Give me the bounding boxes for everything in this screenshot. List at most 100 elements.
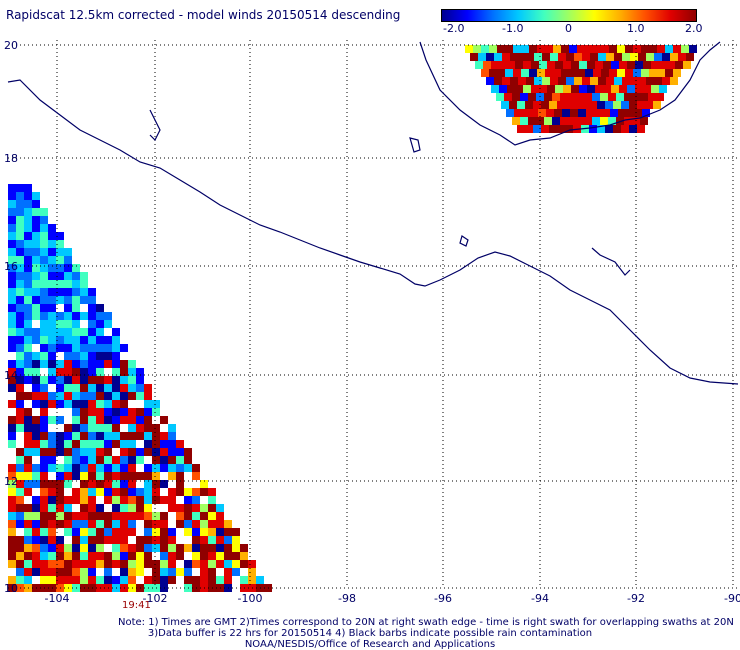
- wind-cell: [8, 560, 16, 568]
- wind-cell: [184, 496, 192, 504]
- wind-cell: [549, 125, 557, 133]
- wind-cell: [152, 520, 160, 528]
- wind-cell: [184, 576, 192, 584]
- wind-cell: [662, 77, 670, 85]
- wind-cell: [483, 61, 491, 69]
- wind-cell: [601, 45, 609, 53]
- longitude-label: -94: [531, 592, 549, 605]
- wind-cell: [64, 544, 72, 552]
- wind-cell: [48, 328, 56, 336]
- wind-cell: [136, 552, 144, 560]
- wind-cell: [80, 376, 88, 384]
- wind-cell: [654, 53, 662, 61]
- wind-cell: [96, 544, 104, 552]
- wind-cell: [523, 61, 531, 69]
- wind-cell: [160, 416, 168, 424]
- wind-cell: [643, 61, 651, 69]
- wind-cell: [240, 576, 248, 584]
- wind-cell: [32, 544, 40, 552]
- wind-cell: [168, 424, 176, 432]
- wind-cell: [606, 53, 614, 61]
- wind-cell: [581, 101, 589, 109]
- wind-cell: [136, 392, 144, 400]
- wind-cell: [120, 544, 128, 552]
- wind-cell: [40, 248, 48, 256]
- wind-cell: [96, 352, 104, 360]
- wind-cell: [104, 400, 112, 408]
- wind-cell: [56, 272, 64, 280]
- wind-cell: [659, 61, 667, 69]
- swath-time-label: 19:41: [122, 600, 151, 611]
- wind-cell: [517, 101, 525, 109]
- wind-cell: [40, 296, 48, 304]
- wind-cell: [120, 368, 128, 376]
- wind-cell: [192, 504, 200, 512]
- wind-cell: [80, 512, 88, 520]
- wind-cell: [32, 192, 40, 200]
- wind-cell: [88, 336, 96, 344]
- wind-cell: [144, 416, 152, 424]
- wind-cell: [96, 528, 104, 536]
- wind-cell: [96, 504, 104, 512]
- wind-cell: [40, 512, 48, 520]
- wind-cell: [32, 280, 40, 288]
- wind-cell: [56, 384, 64, 392]
- wind-cell: [160, 560, 168, 568]
- wind-cell: [120, 360, 128, 368]
- wind-cell: [120, 384, 128, 392]
- wind-cell: [24, 216, 32, 224]
- wind-cell: [112, 520, 120, 528]
- wind-cell: [48, 448, 56, 456]
- wind-cell: [586, 109, 594, 117]
- wind-cell: [88, 536, 96, 544]
- wind-cell: [48, 376, 56, 384]
- wind-cell: [489, 69, 497, 77]
- wind-cell: [32, 520, 40, 528]
- wind-cell: [566, 53, 574, 61]
- wind-cell: [56, 432, 64, 440]
- wind-cell: [56, 264, 64, 272]
- wind-cell: [208, 552, 216, 560]
- wind-cell: [571, 85, 579, 93]
- wind-cell: [112, 536, 120, 544]
- wind-cell: [594, 109, 602, 117]
- wind-cell: [128, 416, 136, 424]
- wind-cell: [32, 272, 40, 280]
- wind-cell: [16, 392, 24, 400]
- wind-cell: [505, 45, 513, 53]
- wind-cell: [112, 400, 120, 408]
- wind-cell: [56, 544, 64, 552]
- wind-cell: [80, 328, 88, 336]
- wind-cell: [80, 448, 88, 456]
- wind-cell: [192, 544, 200, 552]
- wind-cell: [32, 416, 40, 424]
- wind-cell: [574, 77, 582, 85]
- wind-cell: [240, 544, 248, 552]
- wind-cell: [80, 528, 88, 536]
- wind-cell: [112, 504, 120, 512]
- wind-cell: [72, 496, 80, 504]
- wind-cell: [642, 109, 650, 117]
- wind-cell: [563, 85, 571, 93]
- wind-cell: [16, 488, 24, 496]
- wind-cell: [48, 264, 56, 272]
- wind-cell: [64, 312, 72, 320]
- wind-cell: [72, 432, 80, 440]
- wind-cell: [200, 520, 208, 528]
- wind-cell: [72, 312, 80, 320]
- wind-cell: [592, 117, 600, 125]
- wind-cell: [56, 512, 64, 520]
- wind-cell: [16, 344, 24, 352]
- wind-cell: [552, 117, 560, 125]
- wind-cell: [48, 336, 56, 344]
- wind-cell: [72, 424, 80, 432]
- wind-cell: [8, 216, 16, 224]
- wind-cell: [32, 376, 40, 384]
- wind-cell: [8, 328, 16, 336]
- wind-cell: [144, 424, 152, 432]
- wind-cell: [24, 520, 32, 528]
- wind-cell: [216, 536, 224, 544]
- wind-cell: [104, 528, 112, 536]
- wind-cell: [80, 408, 88, 416]
- wind-cell: [80, 432, 88, 440]
